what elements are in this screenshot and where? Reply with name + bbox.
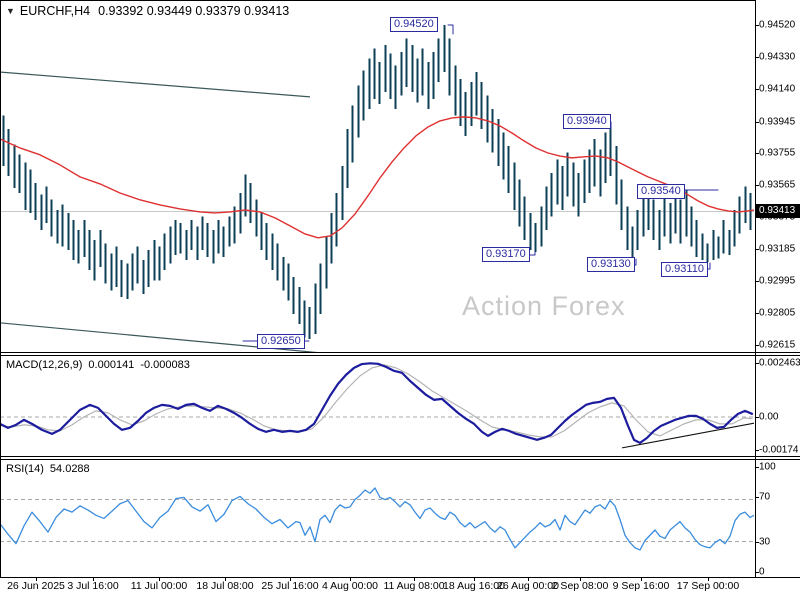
rsi-indicator-label: RSI(14) 54.0288 (6, 463, 90, 475)
rsi-pane[interactable] (0, 487, 755, 551)
axis-label: 0.002463 (759, 357, 800, 369)
time-label: 25 Jul 16:00 (261, 580, 319, 592)
rsi-value: 54.0288 (49, 463, 90, 475)
time-label: 11 Aug 08:00 (383, 580, 445, 592)
chart-marker-icon: ▼ (6, 6, 15, 16)
macd-pane[interactable] (0, 362, 756, 449)
axis-label: 30 (759, 536, 771, 548)
macd-trendline[interactable] (621, 422, 756, 449)
time-label: 4 Aug 00:00 (321, 580, 379, 592)
axis-label: 0.92995 (759, 275, 796, 287)
axis-label: 0 (759, 566, 765, 578)
price-trendline-1[interactable] (0, 322, 335, 354)
axis-label: 0.00 (759, 411, 779, 423)
macd-name: MACD(12,26,9) (6, 359, 83, 371)
axis-label: -0.00174 (759, 444, 799, 456)
axis-label: 0.94330 (759, 51, 796, 63)
axis-label: 0.93755 (759, 147, 796, 159)
rsi-name: RSI(14) (6, 463, 44, 475)
price-annotation[interactable]: 0.93940 (563, 114, 611, 129)
axis-label: 100 (759, 461, 776, 473)
watermark: Action Forex (462, 291, 626, 321)
price-annotation[interactable]: 0.93170 (482, 247, 530, 262)
macd-indicator-label: MACD(12,26,9) 0.000141 -0.000083 (6, 359, 190, 371)
axis-label: 0.94140 (759, 83, 796, 95)
signal-line (1, 364, 753, 438)
chart-frame (0, 0, 800, 581)
axis-label: 0.93945 (759, 116, 796, 128)
current-price-badge: 0.93413 (756, 204, 800, 218)
symbol-label: EURCHF,H4 (19, 4, 91, 18)
time-label: 9 Sep 16:00 (612, 580, 670, 592)
price-annotation[interactable]: 0.93130 (587, 257, 635, 272)
time-label: 18 Jul 08:00 (196, 580, 254, 592)
macd-signal-value: -0.000083 (140, 359, 190, 371)
annotation-connectors (242, 24, 719, 342)
time-label: 26 Jun 2025 (7, 580, 65, 592)
time-label: 26 Aug 00:00 (497, 580, 559, 592)
axis-label: 70 (759, 491, 771, 503)
axis-label: 0.92615 (759, 339, 796, 351)
time-label: 3 Jul 16:00 (67, 580, 119, 592)
axis-label: 0.93565 (759, 179, 796, 191)
rsi-line (1, 487, 754, 551)
time-label: 11 Jul 00:00 (130, 580, 188, 592)
price-bars (2, 25, 752, 340)
axis-label: 0.92805 (759, 307, 796, 319)
price-annotation[interactable]: 0.94520 (390, 17, 438, 32)
chart-title: ▼ EURCHF,H4 0.93392 0.93449 0.93379 0.9341… (6, 4, 289, 18)
ma-line[interactable] (0, 116, 755, 239)
time-label: 18 Aug 16:00 (443, 580, 505, 592)
ohlc-values: 0.93392 0.93449 0.93379 0.93413 (98, 4, 290, 18)
price-annotation[interactable]: 0.93110 (661, 262, 708, 277)
axis-label: 0.94520 (759, 19, 796, 31)
macd-line (1, 362, 754, 444)
axis-label: 0.93185 (759, 243, 796, 255)
price-trendline-0[interactable] (0, 71, 311, 98)
macd-main-value: 0.000141 (88, 359, 135, 371)
time-label: 2 Sep 08:00 (551, 580, 609, 592)
price-annotation[interactable]: 0.92650 (257, 334, 305, 349)
time-label: 17 Sep 00:00 (676, 580, 740, 592)
price-pane[interactable] (0, 25, 755, 354)
price-annotation[interactable]: 0.93540 (637, 184, 685, 199)
